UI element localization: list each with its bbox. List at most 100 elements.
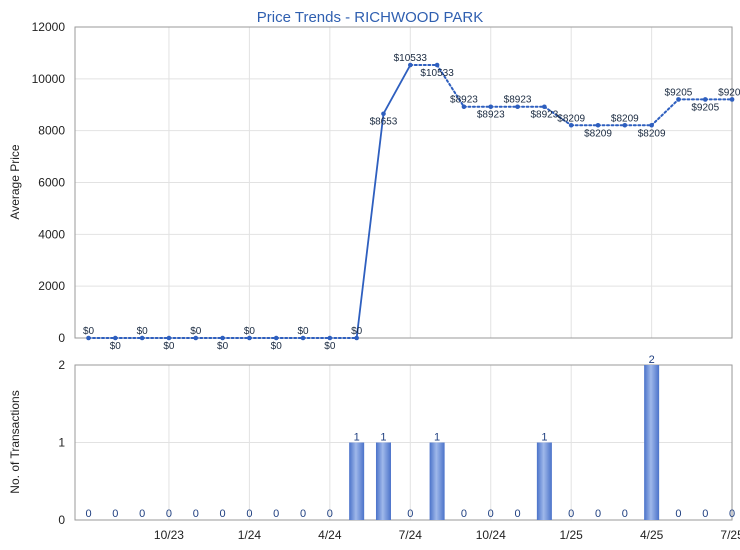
price-point	[354, 335, 359, 341]
price-point	[220, 335, 225, 341]
price-point	[622, 122, 628, 128]
price-point	[676, 97, 681, 102]
transactions-y-axis-title: No. of Transactions	[8, 390, 22, 493]
transaction-count-label: 1	[380, 432, 386, 444]
x-tick-label: 1/24	[238, 528, 262, 542]
price-line-segment	[382, 64, 412, 115]
transaction-count-label: 0	[139, 508, 145, 520]
price-point	[247, 335, 252, 341]
price-point	[568, 122, 574, 128]
transaction-count-label: 0	[300, 508, 306, 520]
price-line-segment	[543, 105, 573, 127]
transactions-panel: 10/23 1/24 4/24 7/24 10/24 1/25 4/25 7/25 0 1 2 0 0 0…	[58, 354, 740, 542]
x-tick-label: 4/25	[640, 528, 664, 542]
price-point	[407, 62, 413, 68]
price-data-label: $0	[190, 326, 202, 337]
price-data-label: $0	[297, 326, 309, 337]
x-tick-label: 10/24	[476, 528, 506, 542]
price-point	[729, 97, 735, 102]
price-data-label: $0	[351, 326, 363, 337]
transaction-count-label: 0	[407, 508, 413, 520]
price-y-tick-label: 6000	[38, 176, 65, 190]
chart-title: Price Trends - RICHWOOD PARK	[257, 9, 483, 26]
price-point	[327, 335, 333, 341]
price-data-label: $0	[244, 326, 256, 337]
x-tick-label: 4/24	[318, 528, 342, 542]
transaction-count-label: 0	[702, 508, 708, 520]
price-line-segment	[650, 98, 680, 127]
price-data-label: $9205	[718, 87, 740, 98]
price-point	[649, 122, 654, 128]
price-data-label: $0	[83, 326, 95, 337]
price-point	[702, 97, 708, 102]
price-point	[273, 335, 279, 341]
transaction-count-label: 0	[85, 508, 91, 520]
price-data-label: $8653	[370, 117, 398, 128]
price-data-label: $8923	[504, 95, 532, 106]
transaction-bar	[644, 365, 660, 520]
transaction-count-label: 0	[246, 508, 252, 520]
transaction-bar	[375, 442, 391, 520]
tx-y-tick-label: 0	[58, 513, 65, 527]
price-point	[434, 62, 440, 68]
price-data-label: $8209	[611, 113, 639, 124]
price-y-tick-label: 2000	[38, 279, 65, 293]
x-tick-label: 10/23	[154, 528, 184, 542]
price-line-segment	[436, 64, 465, 108]
transaction-count-label: 0	[568, 508, 574, 520]
price-point	[461, 104, 467, 110]
transaction-count-label: 0	[514, 508, 520, 520]
transaction-count-label: 0	[622, 508, 628, 520]
transaction-count-label: 1	[541, 432, 547, 444]
transaction-count-label: 2	[649, 354, 655, 366]
transaction-count-label: 1	[434, 432, 440, 444]
price-data-label: $8923	[450, 95, 478, 106]
transaction-count-label: 1	[354, 432, 360, 444]
price-data-label: $9205	[665, 87, 693, 98]
price-y-axis-title: Average Price	[8, 144, 22, 219]
transaction-count-label: 0	[220, 508, 226, 520]
price-y-tick-label: 8000	[38, 124, 65, 138]
price-data-label: $10533	[420, 68, 454, 79]
x-tick-label: 1/25	[560, 528, 584, 542]
price-data-label: $8209	[638, 128, 666, 139]
price-point	[113, 335, 118, 341]
price-line-segment	[355, 112, 385, 339]
price-point	[515, 104, 520, 110]
price-data-label: $0	[324, 341, 336, 352]
price-data-label: $8923	[530, 110, 558, 121]
transaction-bar	[536, 442, 552, 520]
price-point	[166, 335, 172, 341]
price-data-label: $0	[137, 326, 149, 337]
price-data-label: $0	[271, 341, 283, 352]
price-plot-frame	[74, 26, 733, 339]
price-point	[139, 335, 145, 341]
price-point	[595, 122, 601, 128]
x-tick-label: 7/25	[720, 528, 740, 542]
price-data-label: $9205	[691, 102, 719, 113]
price-point	[193, 335, 199, 341]
transaction-count-label: 0	[675, 508, 681, 520]
price-point	[381, 111, 386, 117]
transaction-bar	[349, 442, 365, 520]
price-data-label: $8923	[477, 110, 505, 121]
transaction-count-label: 0	[193, 508, 199, 520]
transaction-count-label: 0	[273, 508, 279, 520]
price-data-label: $10533	[394, 53, 428, 64]
transaction-bar	[429, 442, 445, 520]
price-data-label: $0	[110, 341, 122, 352]
price-y-tick-label: 0	[58, 331, 65, 345]
transaction-count-label: 0	[729, 508, 735, 520]
price-data-label: $8209	[584, 128, 612, 139]
transaction-count-label: 0	[461, 508, 467, 520]
price-y-tick-label: 10000	[32, 72, 66, 86]
price-data-label: $0	[217, 341, 229, 352]
tx-y-tick-label: 2	[58, 358, 65, 372]
price-y-tick-label: 12000	[32, 20, 66, 34]
tx-y-tick-label: 1	[58, 436, 65, 450]
price-point	[86, 335, 91, 341]
price-point	[300, 335, 306, 341]
price-point	[488, 104, 494, 110]
